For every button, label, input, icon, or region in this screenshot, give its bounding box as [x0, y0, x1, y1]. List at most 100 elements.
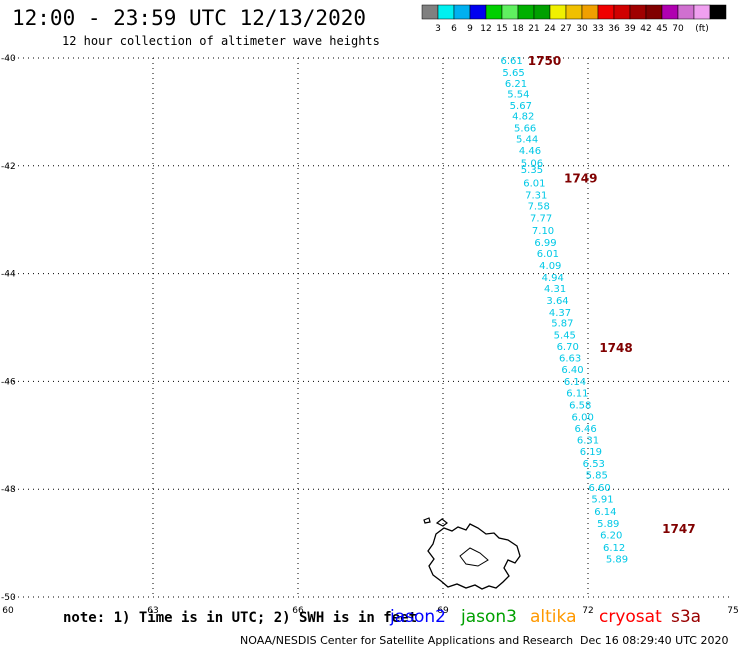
y-tick-label: -40 — [1, 54, 16, 64]
colorbar-swatch — [453, 4, 471, 20]
data-point-label: 4.82 — [512, 112, 534, 123]
data-point-label: 6.31 — [577, 436, 599, 447]
data-point-label: 6.01 — [523, 179, 545, 190]
colorbar-swatch — [629, 4, 647, 20]
colorbar-label: 12 — [480, 24, 491, 34]
colorbar-swatch — [549, 4, 567, 20]
colorbar-swatch — [693, 4, 711, 20]
data-point-label: 7.77 — [530, 214, 552, 225]
x-tick-label: 66 — [292, 606, 304, 616]
data-point-label: 5.66 — [514, 124, 536, 135]
data-point-label: 6.46 — [574, 424, 596, 435]
data-point-label: 5.45 — [554, 331, 576, 342]
colorbar-swatch — [613, 4, 631, 20]
islet-outline — [423, 517, 431, 524]
data-point-label: 5.65 — [502, 68, 524, 79]
y-tick-label: -48 — [1, 485, 16, 495]
colorbar-swatch — [469, 4, 487, 20]
data-point-label: 5.35 — [521, 165, 543, 176]
colorbar-swatch — [517, 4, 535, 20]
data-point-label: 6.61 — [501, 56, 523, 67]
colorbar-swatch — [437, 4, 455, 20]
data-point-label: 4.31 — [544, 284, 566, 295]
data-point-label: 7.10 — [532, 226, 554, 237]
legend-cryosat: cryosat — [599, 607, 662, 627]
data-point-label: 6.58 — [569, 401, 591, 412]
colorbar-label: 27 — [560, 24, 571, 34]
colorbar-label: 36 — [608, 24, 620, 34]
data-point-label: 5.91 — [591, 494, 613, 505]
data-point-label: 5.89 — [597, 519, 619, 530]
colorbar-swatch — [565, 4, 583, 20]
data-point-label: 7.58 — [528, 202, 550, 213]
colorbar-swatch — [501, 4, 519, 20]
credit-text: NOAA/NESDIS Center for Satellite Applica… — [240, 634, 574, 647]
data-point-label: 6.60 — [588, 483, 610, 494]
timestamp-text: Dec 16 08:29:40 UTC 2020 — [580, 634, 729, 647]
y-tick-label: -46 — [1, 377, 16, 387]
data-point-label: 5.85 — [586, 471, 608, 482]
colorbar-label: 15 — [496, 24, 507, 34]
data-point-label: 6.14 — [564, 377, 586, 388]
data-point-label: 6.12 — [603, 543, 625, 554]
colorbar-label: 21 — [528, 24, 539, 34]
data-point-label: 6.14 — [594, 507, 616, 518]
colorbar-label: 6 — [451, 24, 457, 34]
colorbar-label: 70 — [672, 24, 684, 34]
data-point-label: 5.67 — [510, 101, 532, 112]
chart-subtitle: 12 hour collection of altimeter wave hei… — [62, 34, 380, 48]
islet-outline — [435, 518, 448, 527]
colorbar-label: (ft) — [695, 24, 709, 34]
data-point-label: 6.00 — [572, 412, 594, 423]
data-point-label: 6.01 — [537, 249, 559, 260]
data-point-label: 6.70 — [557, 342, 579, 353]
data-point-label: 5.87 — [551, 319, 573, 330]
data-point-label: 4.94 — [542, 273, 564, 284]
x-tick-label: 72 — [582, 606, 593, 616]
time-label: 1750 — [528, 54, 561, 68]
data-point-label: 6.53 — [583, 459, 605, 470]
colorbar-label: 39 — [624, 24, 636, 34]
island-bay — [459, 547, 489, 567]
data-point-label: 6.63 — [559, 354, 581, 365]
colorbar-label: 9 — [467, 24, 473, 34]
y-tick-label: -42 — [1, 162, 16, 172]
note-text: note: 1) Time is in UTC; 2) SWH is in fe… — [63, 610, 418, 626]
y-tick-label: -44 — [1, 270, 16, 280]
time-label: 1748 — [599, 341, 632, 355]
chart-title: 12:00 - 23:59 UTC 12/13/2020 — [12, 6, 367, 30]
data-point-label: 4.09 — [539, 261, 561, 272]
x-tick-label: 75 — [727, 606, 738, 616]
colorbar-swatch — [533, 4, 551, 20]
colorbar-label: 42 — [640, 24, 651, 34]
colorbar-swatch — [677, 4, 695, 20]
data-point-label: 3.64 — [546, 296, 568, 307]
data-point-label: 5.44 — [516, 134, 538, 145]
data-point-label: 5.89 — [606, 555, 628, 566]
legend-altika: altika — [530, 607, 577, 627]
x-tick-label: 63 — [147, 606, 158, 616]
legend-s3a: s3a — [671, 607, 702, 627]
colorbar-label: 24 — [544, 24, 556, 34]
colorbar-swatch — [581, 4, 599, 20]
legend-jason3: jason3 — [461, 607, 517, 627]
colorbar-swatch — [485, 4, 503, 20]
data-point-label: 6.40 — [561, 365, 583, 376]
data-point-label: 6.99 — [534, 238, 556, 249]
colorbar-label: 33 — [592, 24, 603, 34]
data-point-label: 6.11 — [566, 389, 588, 400]
data-point-label: 6.21 — [505, 79, 527, 90]
data-point-label: 6.20 — [600, 530, 622, 541]
legend-jason2: jason2 — [390, 607, 446, 627]
colorbar-swatch — [645, 4, 663, 20]
data-point-label: 6.19 — [580, 447, 602, 458]
data-point-label: 7.31 — [525, 190, 547, 201]
colorbar-swatch — [709, 4, 727, 20]
colorbar-label: 3 — [435, 24, 441, 34]
x-tick-label: 60 — [2, 606, 14, 616]
data-point-label: 4.37 — [549, 308, 571, 319]
colorbar-label: 30 — [576, 24, 588, 34]
time-label: 1749 — [564, 172, 597, 186]
